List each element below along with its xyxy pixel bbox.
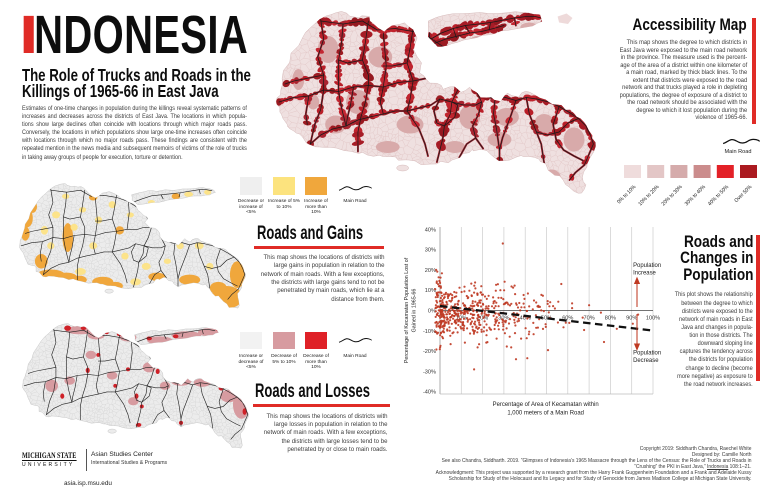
svg-text:30% to 40%: 30% to 40% xyxy=(684,184,708,208)
svg-text:90%: 90% xyxy=(626,316,637,322)
svg-text:30%: 30% xyxy=(425,248,436,254)
svg-text:Increase: Increase xyxy=(633,269,656,276)
svg-text:-20%: -20% xyxy=(423,349,436,355)
svg-text:80%: 80% xyxy=(605,316,616,322)
svg-text:20%: 20% xyxy=(425,268,436,274)
svg-text:100%: 100% xyxy=(646,316,660,322)
svg-text:Decrease: Decrease xyxy=(633,357,659,364)
svg-text:Over 50%: Over 50% xyxy=(733,184,753,204)
svg-text:-10%: -10% xyxy=(423,329,436,335)
svg-text:-30%: -30% xyxy=(423,369,436,375)
svg-text:40%: 40% xyxy=(520,316,531,322)
svg-text:-40%: -40% xyxy=(423,390,436,396)
svg-text:0% to 10%: 0% to 10% xyxy=(616,184,638,206)
svg-text:30%: 30% xyxy=(498,316,509,322)
svg-text:Percentage of Area of Kecamata: Percentage of Area of Kecamatan within xyxy=(493,401,600,408)
svg-text:60%: 60% xyxy=(562,316,573,322)
svg-text:Gained in 1965-66: Gained in 1965-66 xyxy=(411,289,417,333)
svg-text:20% to 30%: 20% to 30% xyxy=(661,184,685,208)
svg-text:10% to 20%: 10% to 20% xyxy=(637,184,661,208)
svg-text:1,000 meters of a Main Road: 1,000 meters of a Main Road xyxy=(507,409,584,416)
svg-text:40% to 50%: 40% to 50% xyxy=(707,184,731,208)
svg-text:0%: 0% xyxy=(428,309,436,315)
svg-text:70%: 70% xyxy=(583,316,594,322)
svg-text:Population: Population xyxy=(633,349,662,356)
svg-text:50%: 50% xyxy=(541,316,552,322)
svg-text:40%: 40% xyxy=(425,227,436,233)
svg-text:Population: Population xyxy=(633,262,662,269)
svg-text:10%: 10% xyxy=(425,288,436,294)
svg-text:Percentage of Kecamatan Popula: Percentage of Kecamatan Population Lost … xyxy=(404,257,410,363)
